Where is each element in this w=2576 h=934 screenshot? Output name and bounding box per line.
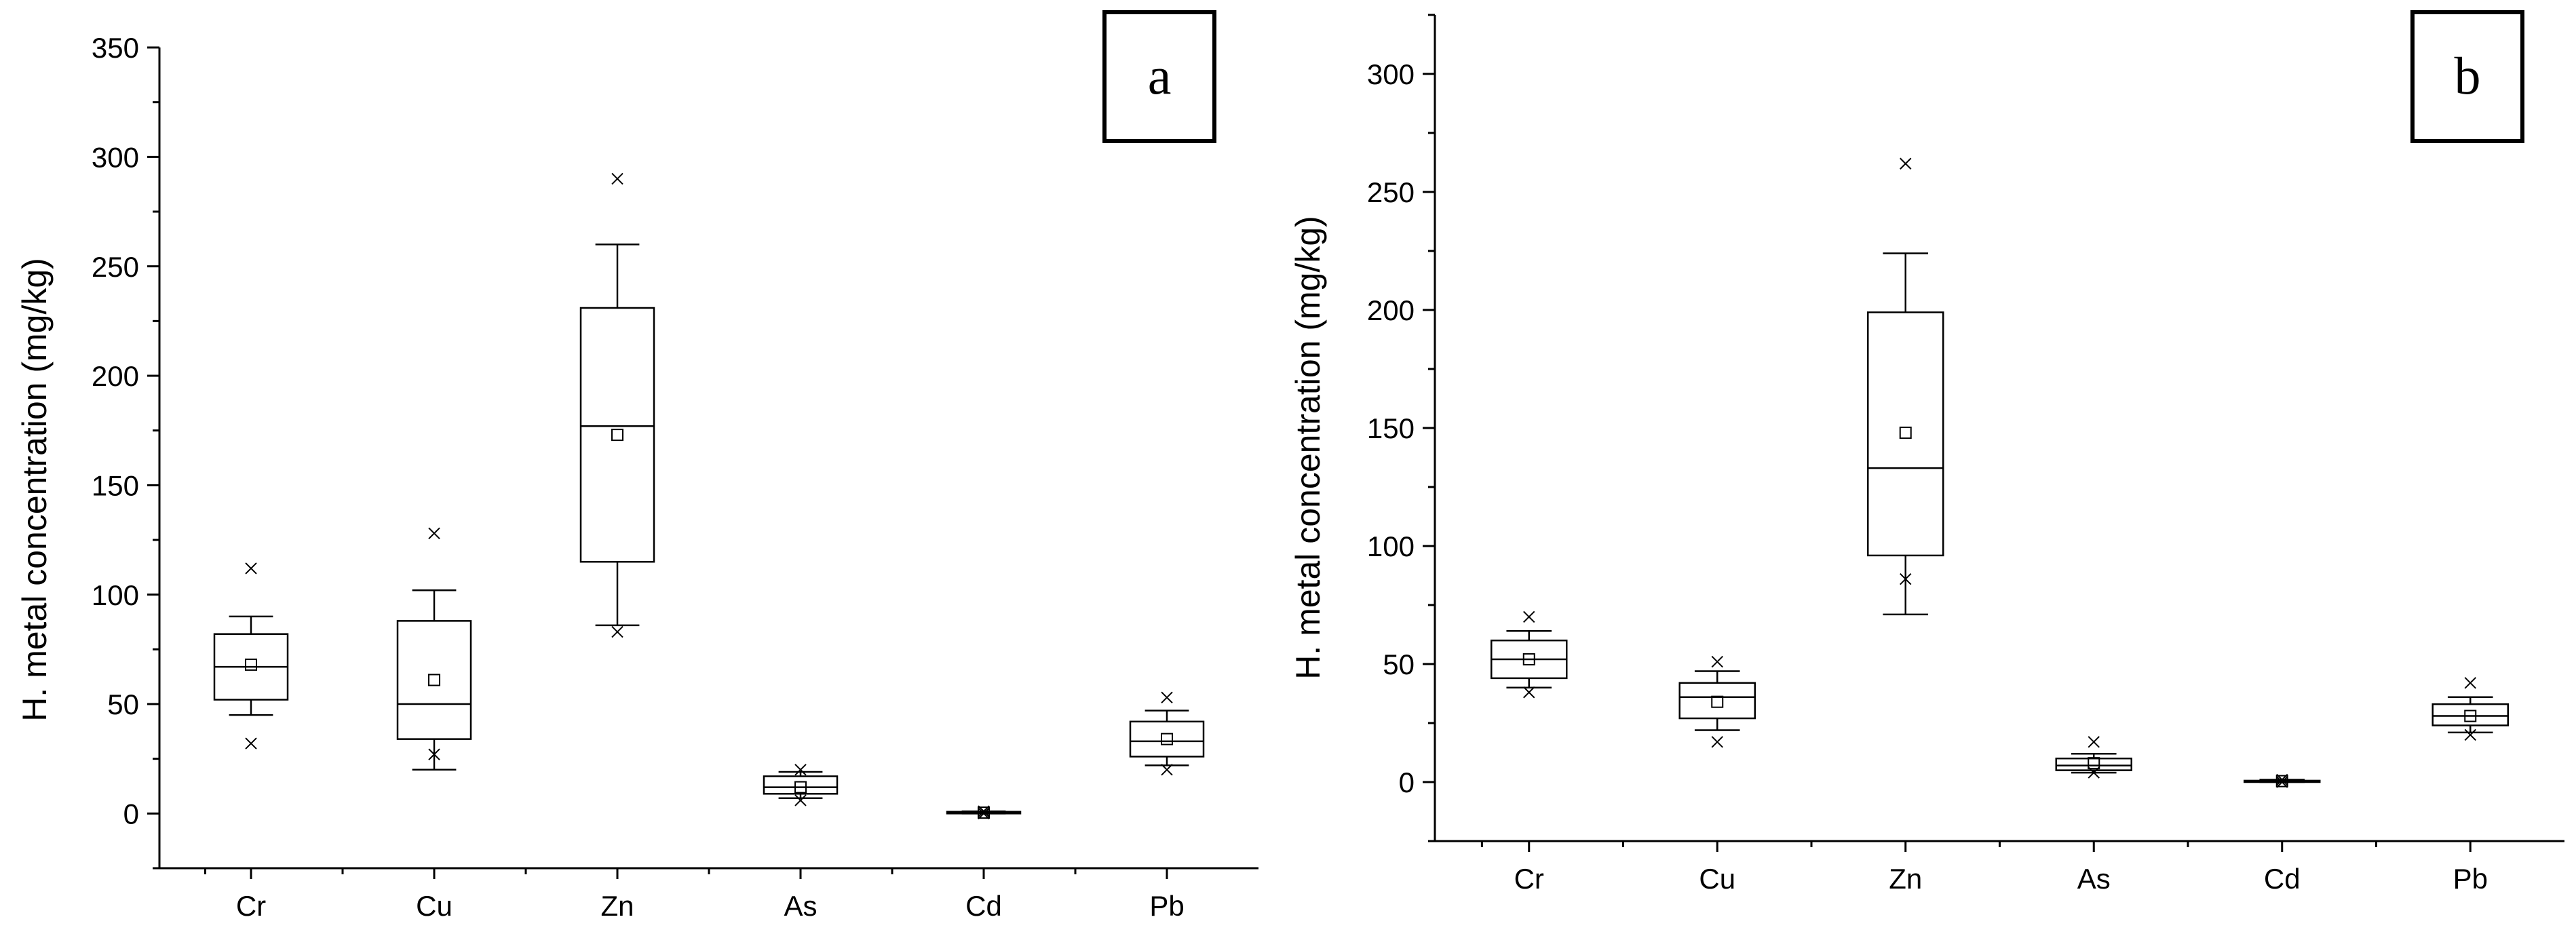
y-tick-label: 250: [92, 251, 139, 283]
y-tick-label: 300: [92, 141, 139, 173]
box-zn: [1867, 157, 1944, 616]
iqr-box: [1867, 311, 1944, 557]
iqr-box: [2431, 703, 2509, 726]
iqr-box: [396, 620, 472, 740]
max-marker: [794, 764, 807, 776]
min-marker: [1711, 736, 1723, 748]
iqr-box: [1129, 720, 1205, 758]
mean-marker: [2464, 709, 2477, 722]
box-as: [763, 764, 839, 806]
mean-marker: [1899, 426, 1912, 439]
max-marker: [1161, 691, 1173, 704]
x-tick-label: Cu: [1699, 863, 1735, 895]
max-marker: [978, 805, 990, 817]
y-axis-label: H. metal concentration (mg/kg): [16, 258, 54, 722]
mean-marker: [611, 429, 623, 442]
mean-marker: [794, 781, 807, 794]
box-cr: [1491, 610, 1568, 699]
y-axis-label: H. metal concentration (mg/kg): [1289, 216, 1327, 680]
mean-marker: [1711, 695, 1724, 708]
x-tick-label: Cr: [1514, 863, 1544, 895]
min-marker: [978, 807, 990, 820]
min-marker: [1161, 764, 1173, 776]
max-marker: [428, 527, 440, 540]
y-tick-label: 250: [1367, 176, 1415, 208]
min-marker: [794, 794, 807, 806]
max-marker: [2088, 736, 2100, 748]
iqr-box: [1678, 682, 1756, 720]
mean-marker: [428, 674, 440, 686]
box-cu: [396, 527, 472, 771]
x-tick-label: Cr: [236, 890, 266, 922]
max-marker: [2464, 677, 2476, 689]
y-tick-label: 200: [1367, 294, 1415, 326]
max-marker: [2276, 773, 2288, 786]
mean-marker: [1522, 653, 1535, 666]
box-cd: [946, 805, 1022, 820]
min-marker: [245, 737, 257, 750]
panel-label: b: [2455, 46, 2481, 105]
iqr-box: [2055, 757, 2132, 771]
mean-marker: [245, 658, 257, 671]
y-tick-label: 100: [92, 579, 139, 611]
y-tick-label: 100: [1367, 530, 1415, 562]
x-tick-label: As: [784, 890, 817, 922]
y-tick-label: 0: [1399, 766, 1415, 798]
min-marker: [2464, 728, 2476, 741]
max-marker: [1900, 157, 1912, 170]
box-cd: [2244, 773, 2321, 788]
x-tick-label: As: [2077, 863, 2111, 895]
x-tick-label: Pb: [1149, 890, 1184, 922]
min-marker: [428, 748, 440, 760]
panel-label-box: [2410, 10, 2524, 143]
max-marker: [611, 172, 623, 185]
x-tick-label: Zn: [1889, 863, 1922, 895]
x-tick-label: Cu: [416, 890, 453, 922]
mean-marker: [1161, 733, 1173, 745]
panel-b: 0 50 100 150 200 250 300 Cr Cu Zn As Cd Pb H. metal c…: [1289, 10, 2564, 895]
box-as: [2055, 736, 2132, 779]
x-tick-label: Zn: [600, 890, 634, 922]
x-tick-label: Pb: [2453, 863, 2488, 895]
box-zn: [579, 172, 655, 638]
iqr-box: [579, 307, 655, 563]
x-tick-label: Cd: [2264, 863, 2301, 895]
min-marker: [2088, 766, 2100, 779]
y-tick-label: 150: [92, 469, 139, 501]
min-marker: [1523, 686, 1535, 699]
y-tick-label: 150: [1367, 412, 1415, 444]
y-tick-label: 200: [92, 360, 139, 392]
iqr-box: [763, 775, 839, 795]
x-tick-label: Cd: [965, 890, 1002, 922]
y-tick-label: 50: [1383, 648, 1415, 680]
box-cu: [1678, 655, 1756, 748]
panel-label-box: [1102, 10, 1216, 143]
max-marker: [1711, 655, 1723, 668]
min-marker: [2276, 776, 2288, 788]
y-tick-label: 0: [123, 798, 139, 830]
y-tick-label: 300: [1367, 58, 1415, 90]
mean-marker: [978, 806, 990, 819]
box-pb: [2431, 677, 2509, 741]
y-tick-label: 50: [107, 688, 139, 720]
panel-a: 0 50 100 150 200 250 300 350 Cr Cu Zn As Cd Pb H. meta…: [16, 10, 1258, 922]
max-marker: [1523, 610, 1535, 623]
mean-marker: [2275, 775, 2288, 787]
mean-marker: [2088, 757, 2100, 770]
min-marker: [1900, 573, 1912, 585]
box-cr: [213, 562, 289, 750]
y-tick-label: 350: [92, 32, 139, 64]
box-pb: [1129, 691, 1205, 776]
panel-label: a: [1148, 46, 1172, 105]
min-marker: [611, 625, 623, 638]
max-marker: [245, 562, 257, 575]
